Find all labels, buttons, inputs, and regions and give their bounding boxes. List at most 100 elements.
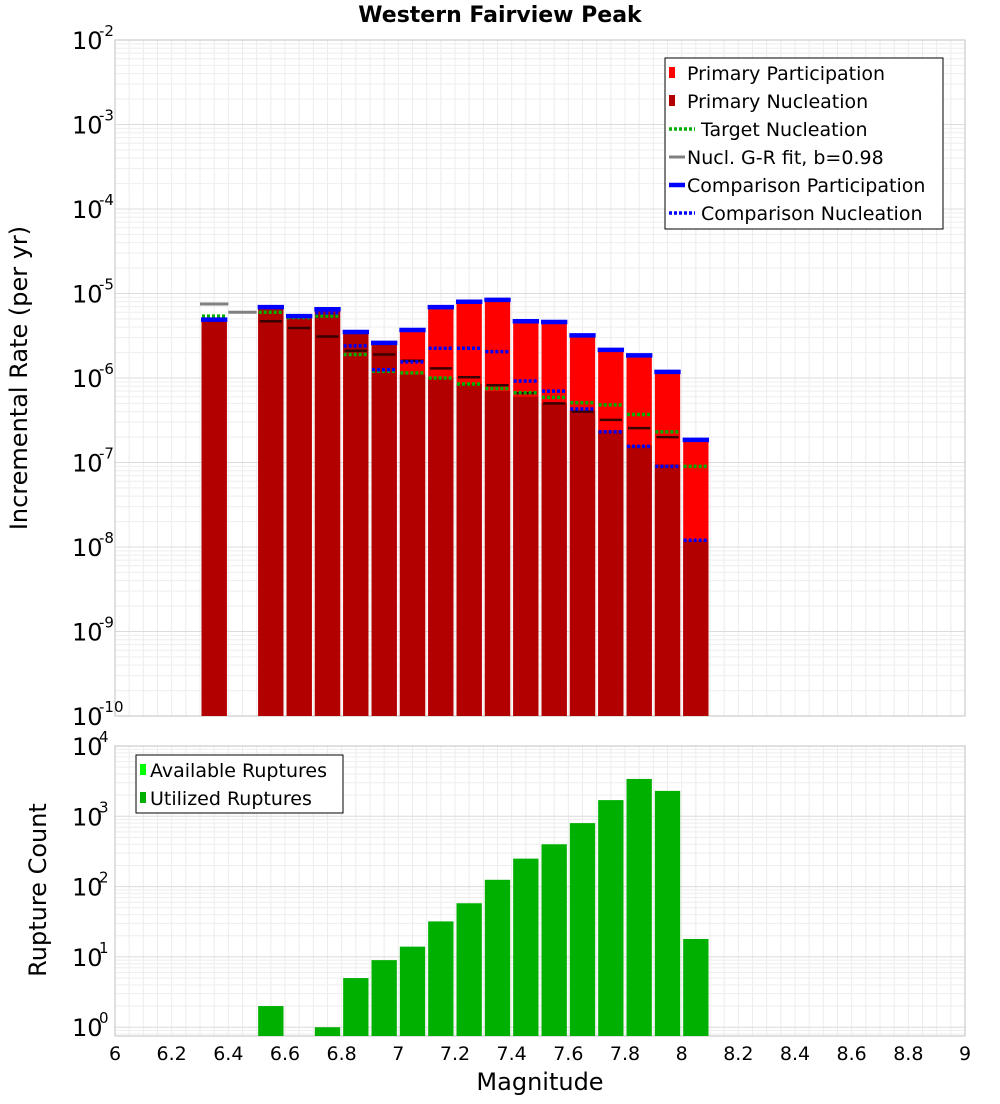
x-tick-label: 8.8 (893, 1043, 923, 1065)
top-y-tick-exponent: -8 (99, 529, 114, 547)
top-y-tick-exponent: -3 (99, 107, 114, 125)
x-axis-label: Magnitude (476, 1068, 603, 1096)
utilized-ruptures-bar (626, 778, 652, 1036)
top-plot-lines (200, 297, 709, 543)
utilized-ruptures-bar (399, 946, 426, 1036)
legend-swatch (669, 95, 675, 106)
top-plot-area (114, 39, 966, 717)
legend-label: Target Nucleation (700, 119, 868, 141)
x-ticks: 6 6.2 6.4 6.6 6.8 7 7.2 7.4 7.6 7.8 8 8.2 8.4 8.6 8.8 9 (109, 1043, 971, 1065)
top-y-tick-exponent: -4 (99, 191, 114, 209)
primary-nucleation-bar (201, 321, 227, 716)
x-tick-label: 7.6 (553, 1043, 583, 1065)
x-tick-label: 7 (392, 1043, 404, 1065)
bottom-legend-box (135, 754, 344, 814)
bottom-y-tick-label: 10 (72, 1014, 103, 1042)
x-tick-label: 6.6 (270, 1043, 300, 1065)
bottom-plot-bars (258, 778, 709, 1036)
chart-title: Western Fairview Peak (358, 3, 643, 28)
top-y-tick-label: 10 (72, 534, 103, 562)
primary-nucleation-bar (286, 316, 312, 716)
bottom-y-tick-label: 10 (72, 944, 103, 972)
primary-nucleation-bar (569, 410, 596, 716)
top-y-tick-label: 10 (72, 365, 103, 393)
top-y-tick-label: 10 (72, 450, 103, 478)
x-tick-label: 8.4 (780, 1043, 810, 1065)
bottom-y-tick-exponent: 3 (99, 798, 109, 816)
top-y-tick-exponent: -9 (99, 614, 114, 632)
x-tick-label: 8 (676, 1043, 688, 1065)
utilized-ruptures-bar (654, 790, 681, 1036)
primary-nucleation-bar (371, 344, 397, 716)
top-y-tick-exponent: -6 (99, 360, 114, 378)
bottom-y-tick-label: 10 (72, 803, 103, 831)
primary-nucleation-bar (598, 430, 624, 716)
utilized-ruptures-bar (484, 879, 511, 1036)
primary-nucleation-bar (343, 333, 369, 716)
x-tick-label: 7.2 (440, 1043, 470, 1065)
x-tick-label: 6.4 (213, 1043, 243, 1065)
top-y-tick-label: 10 (72, 196, 103, 224)
primary-nucleation-bar (683, 540, 709, 716)
primary-nucleation-bar (541, 403, 567, 716)
top-y-tick-label: 10 (72, 619, 103, 647)
x-tick-label: 8.6 (837, 1043, 867, 1065)
utilized-ruptures-bar (343, 978, 369, 1036)
utilized-ruptures-bar (258, 1006, 284, 1036)
bottom-y-tick-label: 10 (72, 733, 103, 761)
top-y-tick-label: 10 (72, 703, 103, 731)
utilized-ruptures-bar (428, 921, 454, 1036)
top-legend: Primary Participation Primary Nucleation T… (664, 57, 944, 230)
bottom-legend: Available Ruptures Utilized Ruptures (135, 754, 344, 814)
legend-label: Primary Participation (687, 63, 885, 85)
primary-nucleation-bar (626, 445, 652, 716)
legend-label: Available Ruptures (150, 760, 327, 782)
legend-label: Primary Nucleation (687, 91, 868, 113)
bottom-y-tick-exponent: 4 (99, 728, 109, 746)
utilized-ruptures-bar (683, 938, 709, 1036)
primary-nucleation-bar (654, 464, 681, 716)
primary-nucleation-bar (314, 310, 341, 716)
x-tick-label: 7.8 (610, 1043, 640, 1065)
top-y-axis-label: Incremental Rate (per yr) (5, 226, 33, 530)
utilized-ruptures-bar (456, 903, 482, 1036)
legend-swatch (140, 792, 146, 803)
top-plot-bars (201, 300, 709, 716)
utilized-ruptures-bar (371, 960, 397, 1036)
bottom-y-tick-exponent: 1 (99, 939, 109, 957)
legend-swatch (669, 67, 675, 78)
utilized-ruptures-bar (513, 858, 539, 1036)
top-y-tick-label: 10 (72, 27, 103, 55)
primary-nucleation-bar (456, 383, 482, 716)
x-tick-label: 7.4 (497, 1043, 527, 1065)
bottom-y-axis-label: Rupture Count (24, 803, 52, 977)
x-tick-label: 6 (109, 1043, 121, 1065)
primary-nucleation-bar (484, 391, 511, 716)
bottom-y-tick-label: 10 (72, 874, 103, 902)
primary-nucleation-bar (513, 396, 539, 716)
legend-swatch (140, 764, 146, 775)
utilized-ruptures-bar (541, 844, 567, 1036)
x-tick-label: 9 (959, 1043, 971, 1065)
top-y-tick-label: 10 (72, 281, 103, 309)
x-tick-label: 6.2 (157, 1043, 187, 1065)
legend-label: Utilized Ruptures (150, 788, 312, 810)
bottom-y-tick-exponent: 2 (99, 869, 109, 887)
top-y-tick-exponent: -7 (99, 445, 114, 463)
bottom-plot-area (114, 745, 966, 1037)
top-y-tick-exponent: -2 (99, 22, 114, 40)
utilized-ruptures-bar (314, 1027, 341, 1036)
x-tick-label: 8.2 (723, 1043, 753, 1065)
utilized-ruptures-bar (569, 823, 596, 1036)
bottom-y-tick-exponent: 0 (99, 1009, 109, 1027)
top-y-tick-exponent: -5 (99, 276, 114, 294)
top-y-tick-exponent: -10 (99, 698, 124, 716)
primary-nucleation-bar (428, 378, 454, 716)
primary-nucleation-bar (399, 374, 426, 716)
utilized-ruptures-bar (598, 800, 624, 1036)
primary-nucleation-bar (258, 307, 284, 716)
top-legend-box (664, 57, 944, 230)
